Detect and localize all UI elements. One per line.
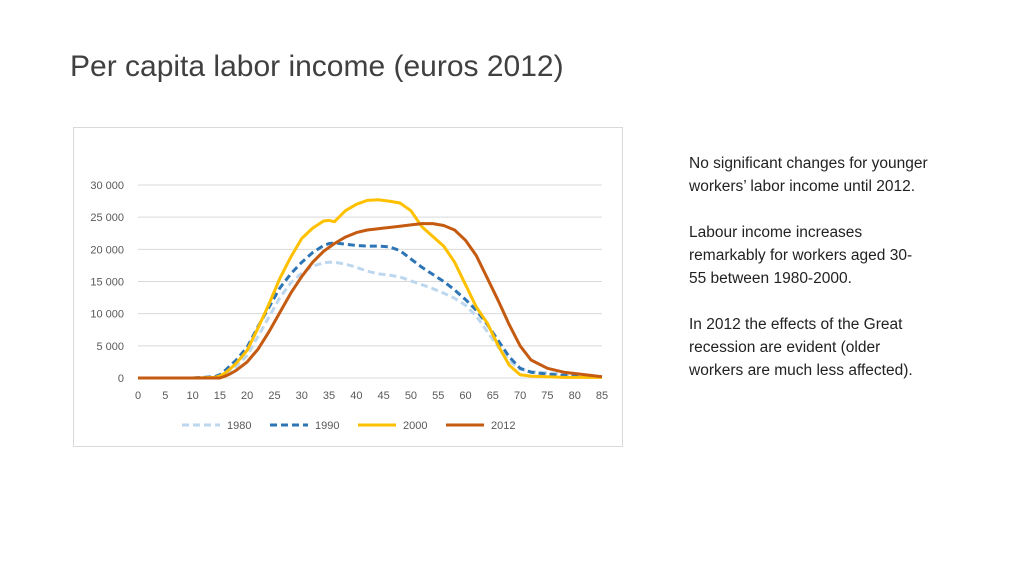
- x-tick-label: 70: [514, 390, 526, 402]
- chart-legend: 1980 1990 2000 2012: [182, 420, 515, 432]
- x-axis-tick-labels: 0 5 10 15 20 25 30 35 40 45 50 55 60 65 70 75 80 85: [135, 390, 608, 402]
- x-tick-label: 25: [268, 390, 280, 402]
- x-tick-label: 85: [596, 390, 608, 402]
- legend-label-1980: 1980: [227, 420, 251, 432]
- y-tick-label: 10 000: [90, 309, 124, 321]
- x-tick-label: 75: [541, 390, 553, 402]
- y-tick-label: 0: [118, 373, 124, 385]
- series-line-1990: [138, 241, 603, 380]
- y-tick-label: 5 000: [96, 341, 124, 353]
- line-chart: 0 5 000 10 000 15 000 20 000 25 000 30 000 0 5 1…: [90, 180, 608, 432]
- x-tick-label: 5: [162, 390, 168, 402]
- note-great-recession: In 2012 the effects of the Great recessi…: [689, 316, 913, 379]
- legend-label-1990: 1990: [315, 420, 339, 432]
- note-income-increase: Labour income increases remarkably for w…: [689, 224, 913, 287]
- y-tick-label: 15 000: [90, 277, 124, 289]
- chart-frame: 0 5 000 10 000 15 000 20 000 25 000 30 000 0 5 1…: [73, 127, 623, 447]
- note-younger-workers: No significant changes for younger worke…: [689, 155, 928, 195]
- series-lines: [138, 198, 603, 380]
- legend-label-2000: 2000: [403, 420, 427, 432]
- y-axis-tick-labels: 0 5 000 10 000 15 000 20 000 25 000 30 000: [90, 180, 124, 385]
- x-tick-label: 20: [241, 390, 253, 402]
- x-tick-label: 80: [569, 390, 581, 402]
- y-tick-label: 25 000: [90, 212, 124, 224]
- series-line-2012: [138, 222, 603, 380]
- y-tick-label: 20 000: [90, 244, 124, 256]
- legend-label-2012: 2012: [491, 420, 515, 432]
- x-tick-label: 65: [487, 390, 499, 402]
- x-tick-label: 55: [432, 390, 444, 402]
- x-tick-label: 60: [459, 390, 471, 402]
- notes-panel: No significant changes for younger worke…: [689, 152, 929, 405]
- series-line-2000: [138, 198, 602, 380]
- slide-title: Per capita labor income (euros 2012): [70, 50, 564, 83]
- x-tick-label: 10: [186, 390, 198, 402]
- x-tick-label: 30: [296, 390, 308, 402]
- gridlines: [138, 184, 602, 379]
- x-tick-label: 40: [350, 390, 362, 402]
- y-tick-label: 30 000: [90, 180, 124, 192]
- x-tick-label: 0: [135, 390, 141, 402]
- x-tick-label: 15: [214, 390, 226, 402]
- x-tick-label: 35: [323, 390, 335, 402]
- x-tick-label: 45: [378, 390, 390, 402]
- x-tick-label: 50: [405, 390, 417, 402]
